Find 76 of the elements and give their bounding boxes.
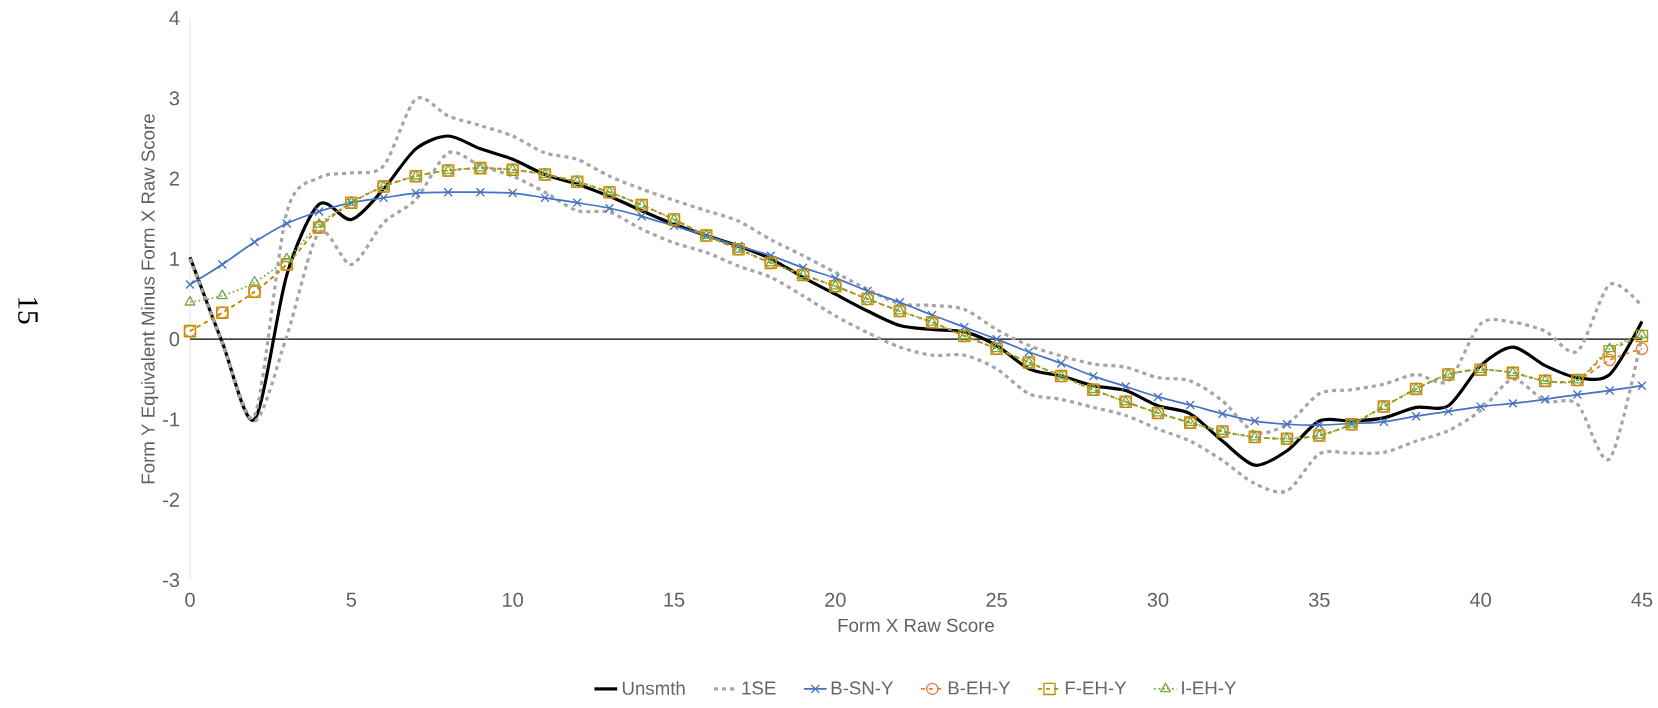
x-tick-label: 15 [664, 592, 685, 607]
point [895, 297, 905, 307]
point [1605, 385, 1615, 396]
legend-label: B-SN-Y [831, 681, 894, 695]
point [1604, 342, 1616, 353]
text: 15 [18, 297, 38, 324]
point [862, 286, 873, 296]
point [314, 206, 324, 217]
x-tick-label: 25 [986, 592, 1007, 607]
point [378, 193, 389, 203]
point [572, 198, 582, 208]
point [508, 188, 518, 198]
point [249, 275, 261, 286]
y-tick-label: 4 [169, 11, 180, 25]
x-tick-label: 40 [1469, 592, 1491, 607]
point [1314, 420, 1324, 430]
point [1572, 389, 1583, 400]
x-axis-title: Form X Raw Score [838, 618, 994, 632]
point [540, 193, 550, 203]
point [1603, 344, 1616, 358]
point [411, 188, 421, 198]
point [185, 279, 195, 290]
point [1153, 392, 1163, 402]
point [1217, 409, 1228, 419]
legend-label: Unsmth [622, 681, 685, 695]
x-tick-label: 35 [1308, 592, 1330, 607]
x-tick-label: 0 [185, 592, 195, 607]
x-tick-label: 20 [825, 592, 846, 607]
point [992, 334, 1002, 344]
point [1636, 328, 1648, 339]
point [604, 203, 615, 213]
y-axis-title: Form Y Equivalent Minus Form X Raw Score [140, 114, 159, 484]
point [1088, 371, 1099, 381]
legend-label: F-EH-Y [1065, 681, 1127, 695]
point [249, 237, 260, 247]
point [1508, 398, 1518, 408]
point [216, 289, 228, 300]
point [1250, 416, 1260, 426]
y-tick-label: 2 [169, 171, 179, 186]
point [313, 218, 325, 228]
legend-label: I-EH-Y [1182, 681, 1237, 695]
point [637, 211, 647, 221]
x-tick-label: 30 [1147, 592, 1169, 607]
point [1185, 400, 1195, 410]
x-tick-label: 10 [503, 592, 523, 607]
y-tick-label: 0 [169, 332, 180, 347]
point [217, 259, 227, 270]
y-tick-label: 3 [169, 91, 180, 106]
y-tick-label: -2 [163, 492, 179, 507]
point [443, 187, 453, 197]
point [669, 221, 679, 231]
point [1411, 411, 1421, 421]
point [1121, 381, 1131, 392]
x-tick-label: 45 [1631, 592, 1653, 607]
point [1637, 381, 1647, 391]
point [927, 310, 937, 320]
point [281, 252, 293, 263]
y-tick-label: -3 [163, 572, 180, 588]
point [1635, 329, 1649, 343]
legend-label: B-EH-Y [948, 681, 1011, 695]
point [282, 218, 292, 229]
point [184, 295, 196, 306]
legend-label: 1SE [742, 681, 776, 695]
x-tick-label: 5 [346, 592, 357, 607]
y-tick-label: -1 [163, 412, 179, 427]
point [1024, 347, 1034, 357]
point [1056, 358, 1066, 368]
point [1282, 419, 1292, 429]
point [1379, 417, 1389, 427]
point [1443, 406, 1453, 417]
point [1635, 342, 1649, 356]
point [1540, 394, 1550, 404]
point [475, 187, 486, 197]
y-tick-label: 1 [170, 251, 179, 266]
point [1603, 353, 1616, 367]
point [1476, 401, 1486, 412]
